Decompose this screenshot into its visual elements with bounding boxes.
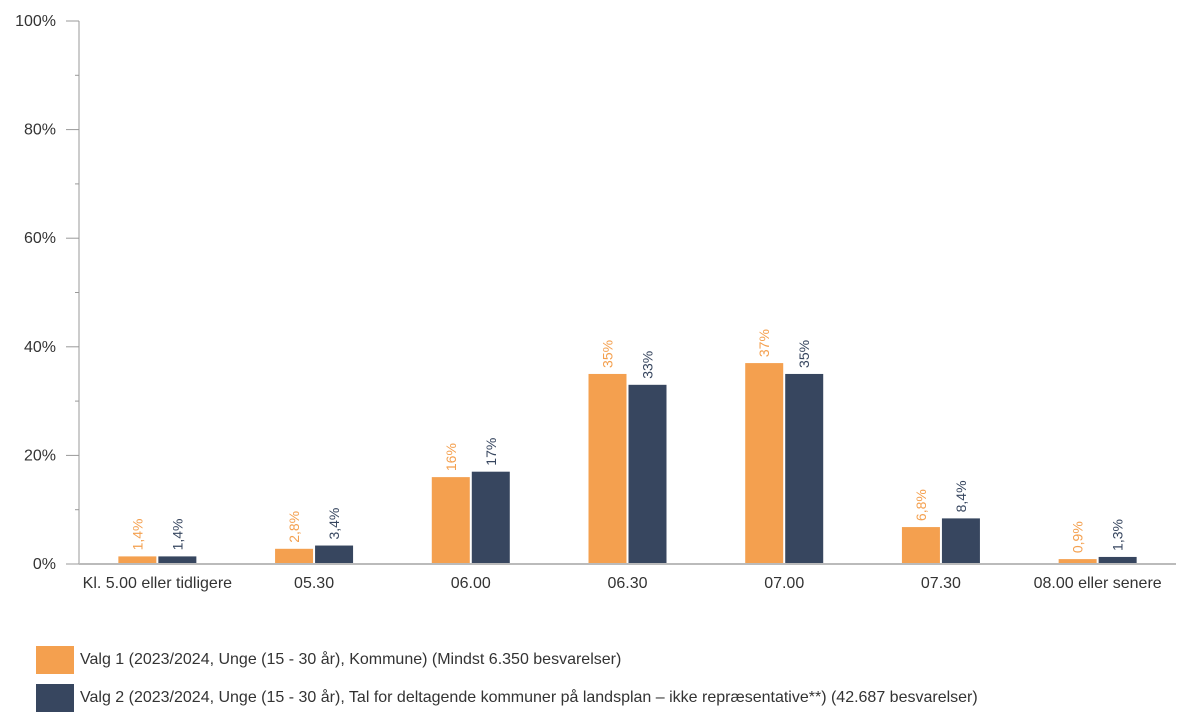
bar-series-1 (745, 363, 784, 564)
data-label-series-2: 17% (483, 438, 499, 466)
bar-series-2 (941, 518, 980, 564)
y-tick-label: 0% (33, 556, 56, 573)
y-tick-label: 20% (24, 447, 56, 464)
legend-swatch-valg-1 (36, 646, 74, 674)
data-label-series-1: 16% (443, 443, 459, 471)
data-label-series-1: 37% (756, 329, 772, 357)
data-label-series-2: 33% (640, 351, 656, 379)
data-label-series-1: 1,4% (129, 518, 145, 550)
bar-series-1 (275, 548, 314, 564)
bar-series-2 (315, 545, 354, 564)
bar-series-1 (431, 477, 470, 564)
data-label-series-2: 1,3% (1110, 519, 1126, 551)
data-label-series-2: 1,4% (169, 518, 185, 550)
bar-series-2 (471, 471, 510, 564)
bar-series-2 (158, 556, 197, 564)
bar-series-2 (785, 373, 824, 564)
bar-series-1 (1058, 559, 1097, 564)
x-tick-label: Kl. 5.00 eller tidligere (83, 575, 233, 592)
y-tick-label: 100% (15, 13, 56, 30)
legend-item-valg-1: Valg 1 (2023/2024, Unge (15 - 30 år), Ko… (36, 646, 978, 674)
data-label-series-2: 3,4% (326, 508, 342, 540)
chart-legend: Valg 1 (2023/2024, Unge (15 - 30 år), Ko… (36, 646, 978, 712)
y-tick-label: 80% (24, 122, 56, 139)
x-tick-label: 08.00 eller senere (1034, 575, 1162, 592)
y-tick-label: 40% (24, 339, 56, 356)
y-tick-label: 60% (24, 230, 56, 247)
x-tick-label: 07.00 (764, 575, 804, 592)
data-label-series-2: 35% (796, 340, 812, 368)
data-label-series-1: 6,8% (913, 489, 929, 521)
x-tick-label: 07.30 (921, 575, 961, 592)
bar-chart: 0% 20% 40% 60% 80% 100% 1,4% 1,4% Kl. 5.00 eller… (15, 13, 1176, 592)
legend-label-valg-2: Valg 2 (2023/2024, Unge (15 - 30 år), Ta… (80, 689, 978, 706)
bar-series-2 (628, 384, 667, 564)
data-label-series-2: 8,4% (953, 480, 969, 512)
bar-series-1 (588, 373, 627, 564)
bar-series-1 (118, 556, 157, 564)
x-tick-label: 05.30 (294, 575, 334, 592)
x-tick-label: 06.00 (451, 575, 491, 592)
x-tick-label: 06.30 (607, 575, 647, 592)
bar-series-2 (1098, 556, 1137, 564)
data-label-series-1: 35% (600, 340, 616, 368)
legend-label-valg-1: Valg 1 (2023/2024, Unge (15 - 30 år), Ko… (80, 651, 622, 668)
data-label-series-1: 2,8% (286, 511, 302, 543)
legend-swatch-valg-2 (36, 684, 74, 712)
legend-item-valg-2: Valg 2 (2023/2024, Unge (15 - 30 år), Ta… (36, 684, 978, 712)
bar-series-1 (901, 527, 940, 564)
data-label-series-1: 0,9% (1070, 521, 1086, 553)
